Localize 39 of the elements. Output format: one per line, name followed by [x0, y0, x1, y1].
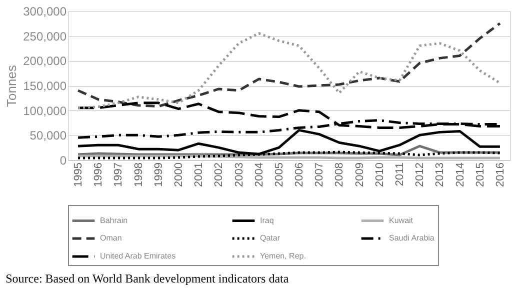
- x-tick-label: 2012: [414, 162, 426, 187]
- legend-label: Saudi Arabia: [389, 234, 435, 242]
- x-tick-label: 2014: [454, 162, 466, 187]
- x-tick-label: 1996: [92, 162, 105, 187]
- legend-label: Qatar: [260, 234, 280, 242]
- x-tick-label: 2016: [494, 162, 506, 187]
- legend-label: Iraq: [260, 216, 274, 225]
- x-tick-label: 2007: [314, 162, 326, 187]
- legend-label: United Arab Emirates: [100, 252, 176, 260]
- y-axis-title: Tonnes: [4, 64, 20, 107]
- x-tick-label: 1997: [112, 162, 125, 187]
- y-tick-label: 300,000: [23, 4, 67, 18]
- y-tick-label: 250,000: [23, 29, 67, 44]
- x-tick-label: 2015: [474, 162, 486, 187]
- x-tick-label: 2005: [273, 162, 286, 187]
- y-tick-label: 100,000: [23, 104, 67, 118]
- x-tick-label: 2013: [434, 162, 446, 187]
- legend-label: Yemen, Rep.: [260, 252, 306, 260]
- source-note: Source: Based on World Bank development indicators data: [6, 272, 290, 286]
- y-tick-label: 50,000: [30, 128, 67, 143]
- legend-label: Bahrain: [100, 216, 128, 225]
- x-tick-label: 1995: [72, 162, 85, 187]
- x-tick-label: 2003: [233, 162, 246, 187]
- x-tick-label: 2008: [334, 162, 346, 187]
- x-tick-label: 2009: [354, 162, 366, 187]
- y-tick-label: 0: [60, 154, 67, 168]
- y-tick-label: 150,000: [23, 79, 67, 93]
- x-tick-label: 1998: [132, 162, 145, 187]
- x-tick-label: 2010: [374, 162, 386, 187]
- y-tick-label: 200,000: [23, 54, 67, 68]
- x-tick-label: 2006: [294, 162, 306, 187]
- x-tick-label: 2002: [213, 162, 226, 187]
- legend-label: Oman: [100, 234, 122, 242]
- legend-label: Kuwait: [389, 216, 414, 225]
- x-tick-label: 2001: [193, 162, 206, 187]
- x-tick-label: 2004: [253, 162, 266, 187]
- x-tick-label: 2011: [394, 162, 406, 186]
- x-tick-label: 1999: [152, 162, 165, 187]
- x-tick-label: 2000: [173, 162, 185, 187]
